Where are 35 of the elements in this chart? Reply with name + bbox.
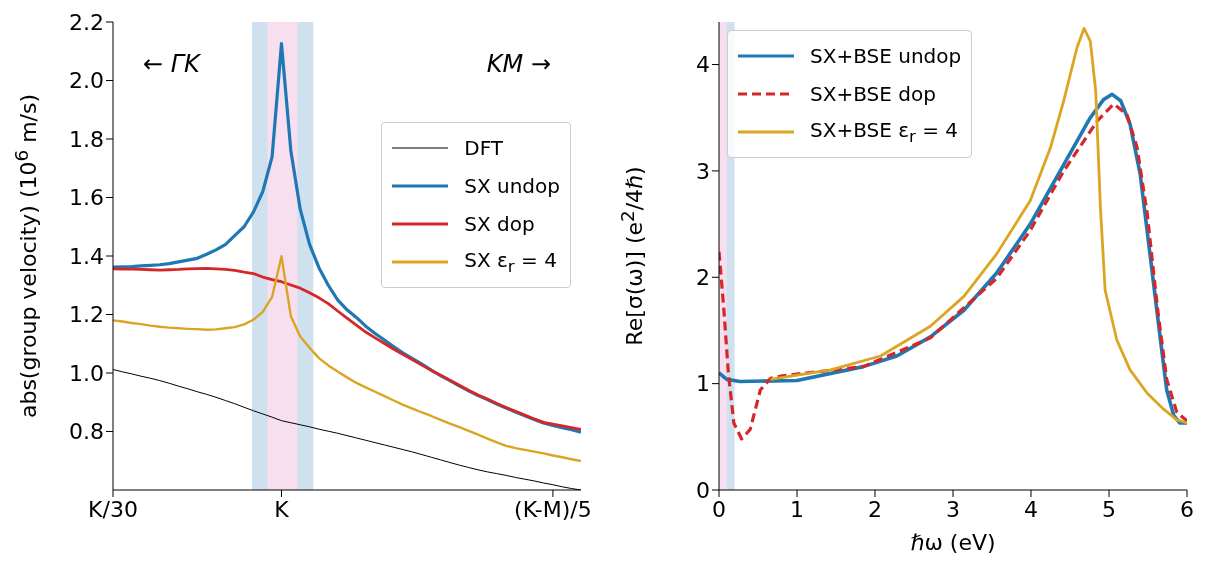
y-tick-label: 0.8 xyxy=(69,419,104,445)
x-tick-label: 4 xyxy=(1024,496,1038,522)
legend-label: SX+BSE dop xyxy=(810,82,936,106)
legend-label: SX+BSE undop xyxy=(810,44,962,68)
legend-label: SX ε$_{r}$ = 4 xyxy=(464,248,557,276)
y-tick-label: 4 xyxy=(696,52,710,78)
y-tick-label: 1.8 xyxy=(69,126,104,152)
x-tick-label: 2 xyxy=(868,496,882,522)
annotation: KM → xyxy=(486,50,551,78)
legend-label: SX+BSE ε$_{r}$ = 4 xyxy=(810,118,959,146)
legend-label: DFT xyxy=(464,136,504,160)
y-tick-label: 2 xyxy=(696,265,710,291)
y-tick-label: 3 xyxy=(696,158,710,184)
y-tick-label: 2.0 xyxy=(69,68,104,94)
x-tick-label: K xyxy=(274,496,290,522)
x-tick-label: 1 xyxy=(790,496,804,522)
y-tick-label: 1 xyxy=(696,371,710,397)
y-tick-label: 1.0 xyxy=(69,360,104,386)
x-tick-label: 5 xyxy=(1102,496,1116,522)
y-tick-label: 0 xyxy=(696,477,710,503)
y-tick-label: 1.2 xyxy=(69,302,104,328)
x-tick-label: K/30 xyxy=(88,496,138,522)
x-axis-title: ℏω (eV) xyxy=(910,530,996,555)
line-series xyxy=(769,26,1187,425)
legend-label: SX undop xyxy=(464,174,560,198)
y-tick-label: 1.6 xyxy=(69,185,104,211)
line-series xyxy=(113,255,581,463)
x-tick-label: (K-M)/5 xyxy=(514,496,592,522)
legend-label: SX dop xyxy=(464,212,535,236)
y-tick-label: 2.2 xyxy=(69,9,104,35)
y-tick-label: 1.4 xyxy=(69,243,104,269)
x-tick-label: 3 xyxy=(946,496,960,522)
x-tick-label: 6 xyxy=(1180,496,1194,522)
x-tick-label: 0 xyxy=(712,496,726,522)
annotation: ← ΓK xyxy=(143,50,200,78)
